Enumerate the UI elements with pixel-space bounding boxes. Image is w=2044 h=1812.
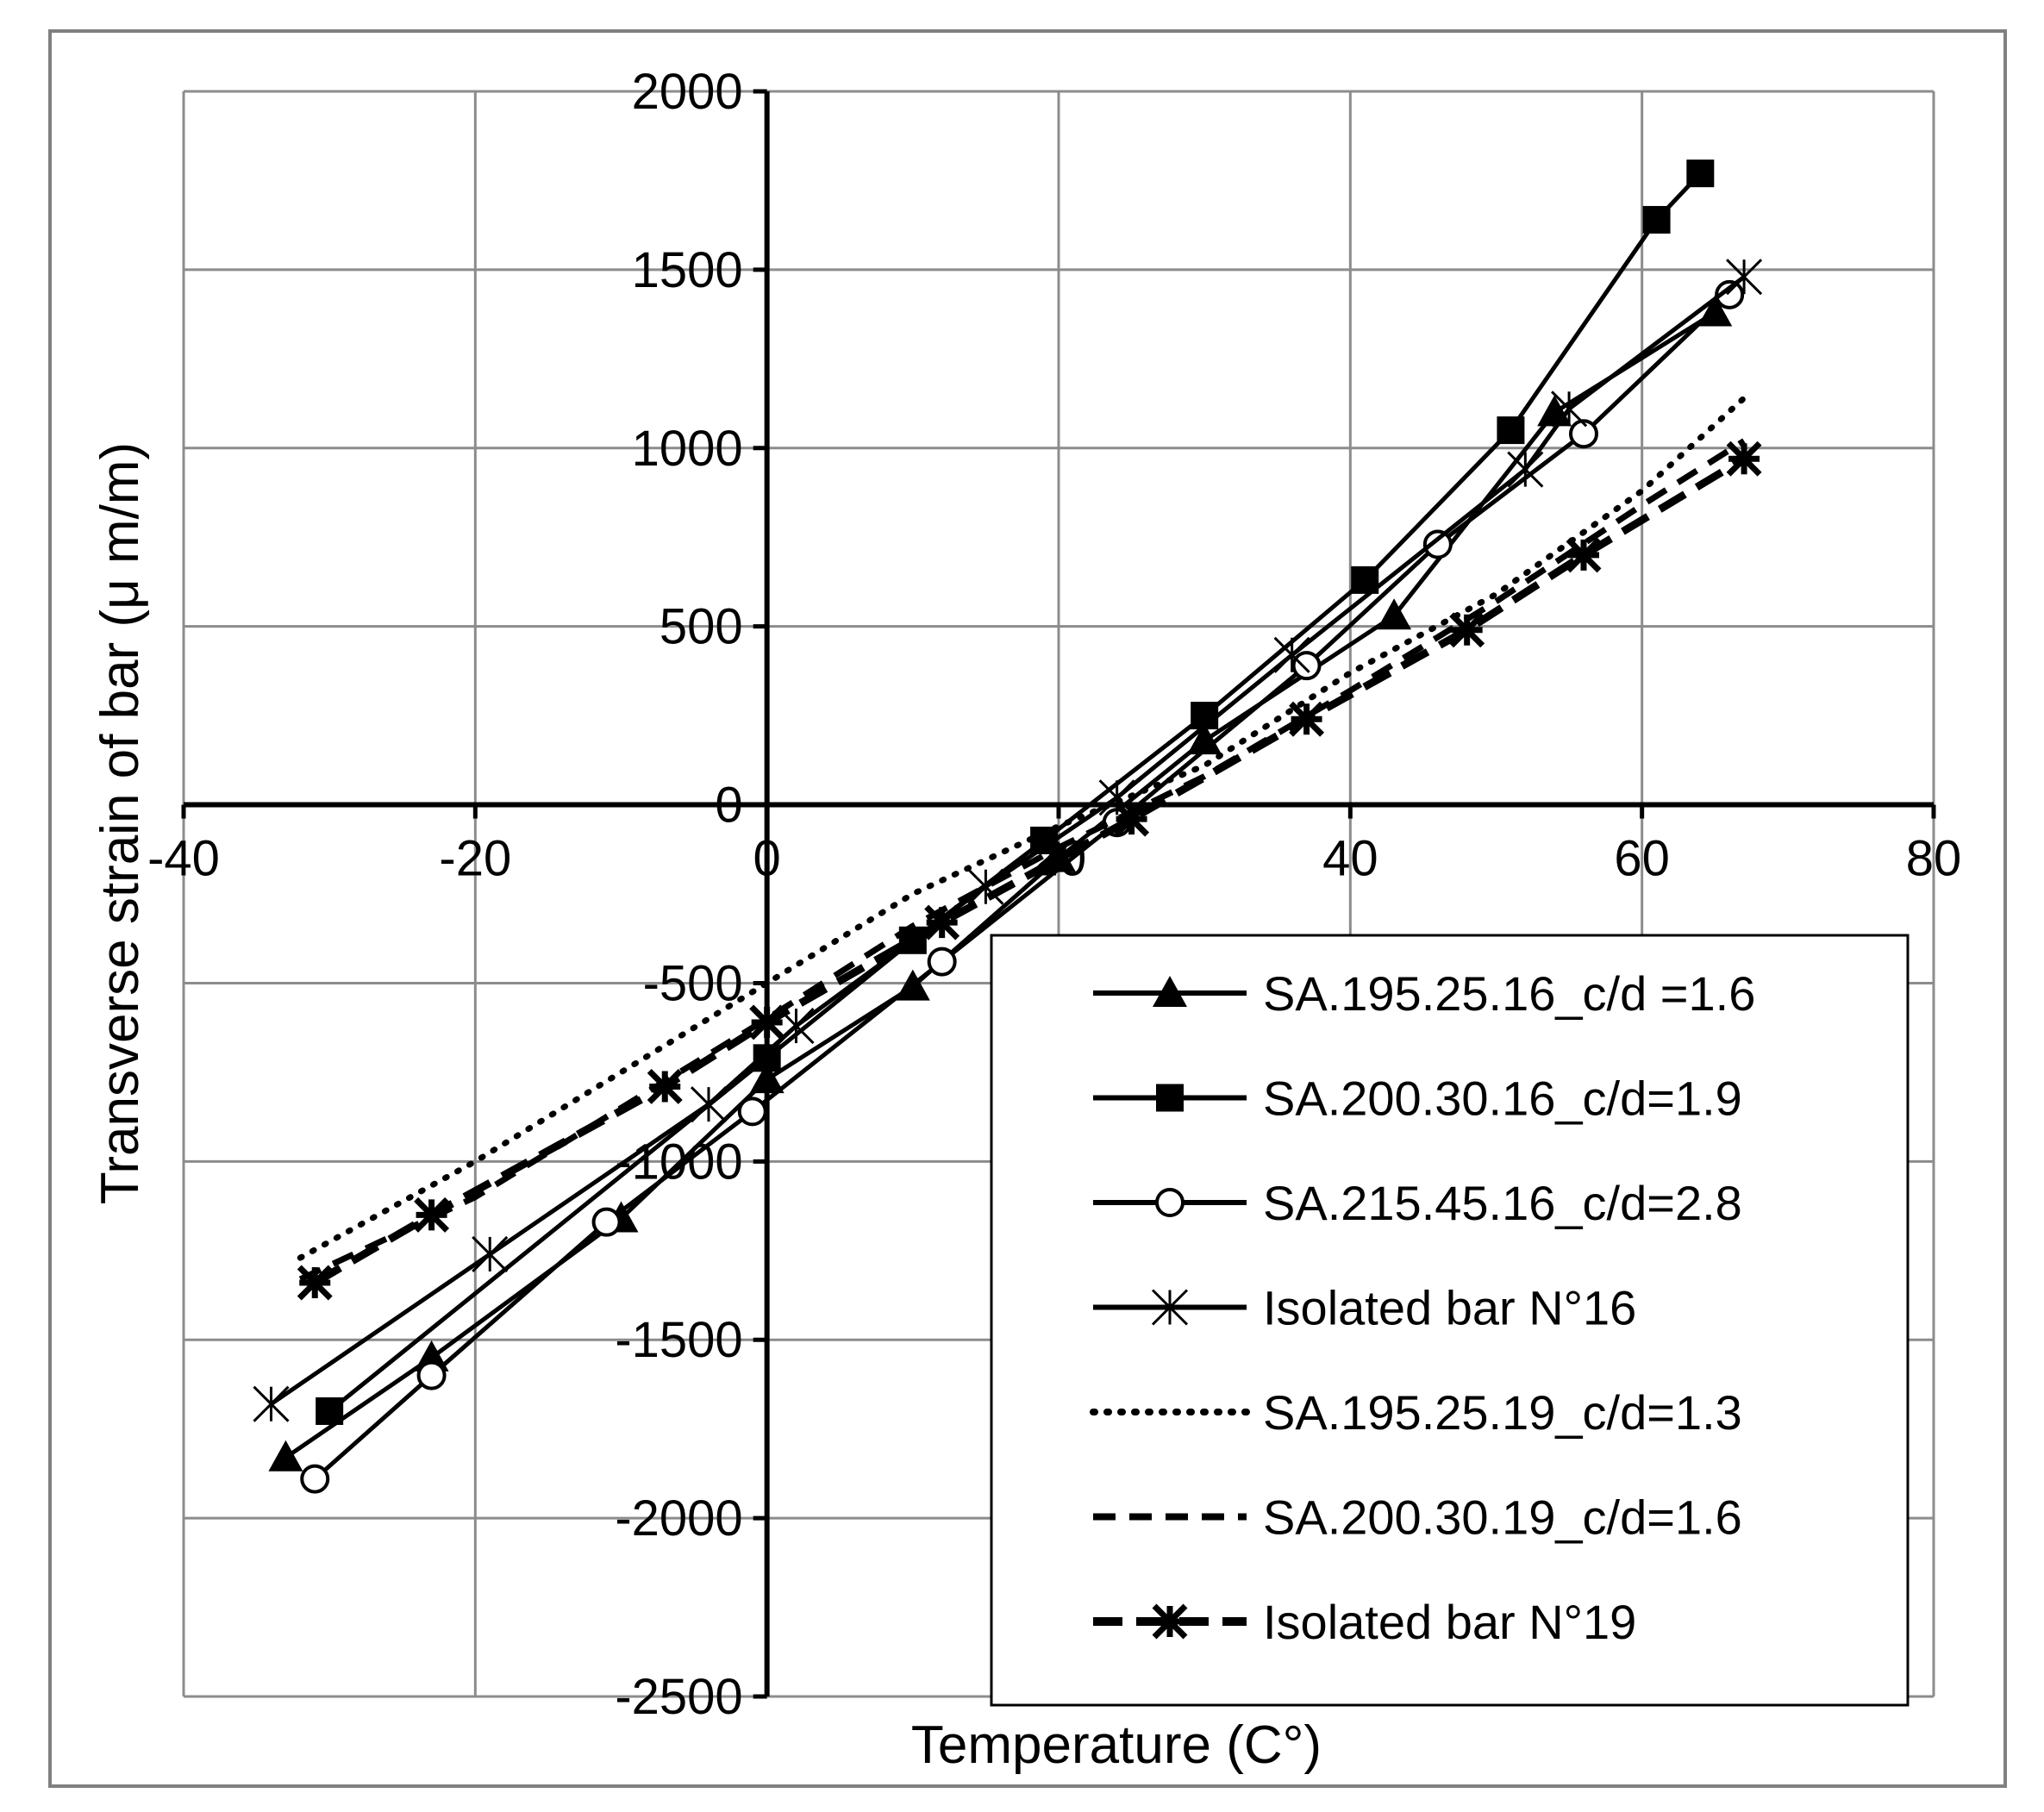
asterisk-marker bbox=[1726, 259, 1763, 296]
bold-x-marker bbox=[924, 904, 960, 940]
y-tick-label: -2500 bbox=[615, 1669, 742, 1725]
series-line bbox=[270, 275, 1746, 1406]
asterisk-marker bbox=[1507, 451, 1544, 488]
square-marker bbox=[1497, 416, 1525, 445]
square-marker bbox=[1686, 159, 1715, 188]
circle-marker bbox=[1422, 529, 1453, 559]
legend-entry: SA.200.30.16_c/d=1.9 bbox=[1093, 1072, 1742, 1126]
x-axis-title: Temperature (C°) bbox=[911, 1715, 1322, 1775]
bold-x-marker bbox=[1114, 801, 1150, 837]
asterisk-marker bbox=[1273, 636, 1310, 673]
legend-box bbox=[990, 934, 1910, 1707]
legend-label: SA.215.45.16_c/d=2.8 bbox=[1263, 1176, 1742, 1230]
legend-label: SA.200.30.16_c/d=1.9 bbox=[1263, 1072, 1742, 1126]
triangle-marker bbox=[1153, 976, 1187, 1007]
series-layer bbox=[253, 159, 1763, 1494]
x-tick-label: 0 bbox=[753, 831, 781, 887]
bold-x-marker bbox=[1566, 537, 1602, 573]
circle-marker bbox=[1715, 279, 1745, 309]
bold-x-marker bbox=[647, 1068, 683, 1104]
y-tick-label: -2000 bbox=[615, 1490, 742, 1546]
series-group bbox=[253, 259, 1763, 1422]
triangle-marker bbox=[268, 1440, 303, 1471]
square-marker bbox=[1156, 1084, 1184, 1112]
square-marker bbox=[316, 1396, 344, 1425]
y-tick-label: -500 bbox=[643, 955, 743, 1011]
legend-label: SA.195.25.19_c/d=1.3 bbox=[1263, 1385, 1742, 1440]
x-tick-label: 60 bbox=[1614, 831, 1670, 887]
series-group bbox=[297, 441, 1762, 1301]
circle-marker bbox=[300, 1464, 330, 1494]
x-tick-label: -40 bbox=[147, 831, 220, 887]
asterisk-marker bbox=[690, 1086, 728, 1123]
bold-x-marker bbox=[1449, 612, 1485, 648]
asterisk-marker bbox=[472, 1235, 509, 1272]
bold-x-marker bbox=[297, 1265, 333, 1301]
series-line bbox=[313, 455, 1747, 1286]
circle-marker bbox=[737, 1097, 767, 1127]
y-tick-label: 2000 bbox=[632, 64, 743, 120]
circle-marker bbox=[1569, 419, 1598, 449]
triangle-marker bbox=[1377, 598, 1412, 630]
legend: SA.195.25.16_c/d =1.6 SA.200.30.16_c/d=1.… bbox=[990, 934, 1910, 1707]
triangle-marker bbox=[1187, 723, 1222, 755]
bold-x-marker bbox=[749, 1004, 785, 1040]
square-marker bbox=[1642, 205, 1671, 234]
legend-entry: Isolated bar N°16 bbox=[1093, 1281, 1636, 1335]
bold-x-marker bbox=[414, 1197, 450, 1233]
triangle-marker bbox=[749, 1062, 784, 1094]
legend-entry: SA.195.25.19_c/d=1.3 bbox=[1090, 1385, 1742, 1440]
y-tick-label: 1500 bbox=[632, 242, 743, 298]
bold-x-marker bbox=[1152, 1603, 1188, 1640]
asterisk-marker bbox=[1551, 391, 1588, 428]
asterisk-marker bbox=[253, 1385, 290, 1422]
y-tick-label: 1000 bbox=[632, 421, 743, 477]
y-tick-label: 500 bbox=[659, 599, 743, 655]
legend-entry: Isolated bar N°19 bbox=[1093, 1595, 1636, 1649]
circle-marker bbox=[416, 1360, 447, 1390]
y-axis-title: Transverse strain of bar (μ m/m) bbox=[91, 442, 150, 1204]
x-tick-label: -20 bbox=[439, 831, 511, 887]
legend-entry: SA.215.45.16_c/d=2.8 bbox=[1093, 1176, 1742, 1230]
x-tick-label: 40 bbox=[1322, 831, 1378, 887]
y-tick-label: 0 bbox=[715, 778, 742, 834]
legend-entry: SA.200.30.19_c/d=1.6 bbox=[1093, 1490, 1742, 1545]
legend-label: SA.195.25.16_c/d =1.6 bbox=[1263, 966, 1755, 1021]
x-tick-label: 80 bbox=[1906, 831, 1962, 887]
circle-marker bbox=[927, 947, 957, 977]
legend-label: Isolated bar N°16 bbox=[1263, 1281, 1636, 1335]
legend-label: Isolated bar N°19 bbox=[1263, 1595, 1636, 1649]
asterisk-marker bbox=[1151, 1289, 1189, 1326]
bold-x-marker bbox=[1726, 441, 1762, 477]
circle-marker bbox=[591, 1207, 622, 1237]
legend-label: SA.200.30.19_c/d=1.6 bbox=[1263, 1490, 1742, 1545]
circle-marker bbox=[1155, 1188, 1185, 1217]
series-line bbox=[313, 293, 1731, 1481]
y-tick-label: -1500 bbox=[615, 1312, 742, 1368]
bold-x-marker bbox=[1289, 701, 1325, 737]
circle-marker bbox=[1291, 651, 1322, 681]
asterisk-marker bbox=[967, 868, 1004, 905]
legend-entry: SA.195.25.16_c/d =1.6 bbox=[1093, 966, 1755, 1021]
